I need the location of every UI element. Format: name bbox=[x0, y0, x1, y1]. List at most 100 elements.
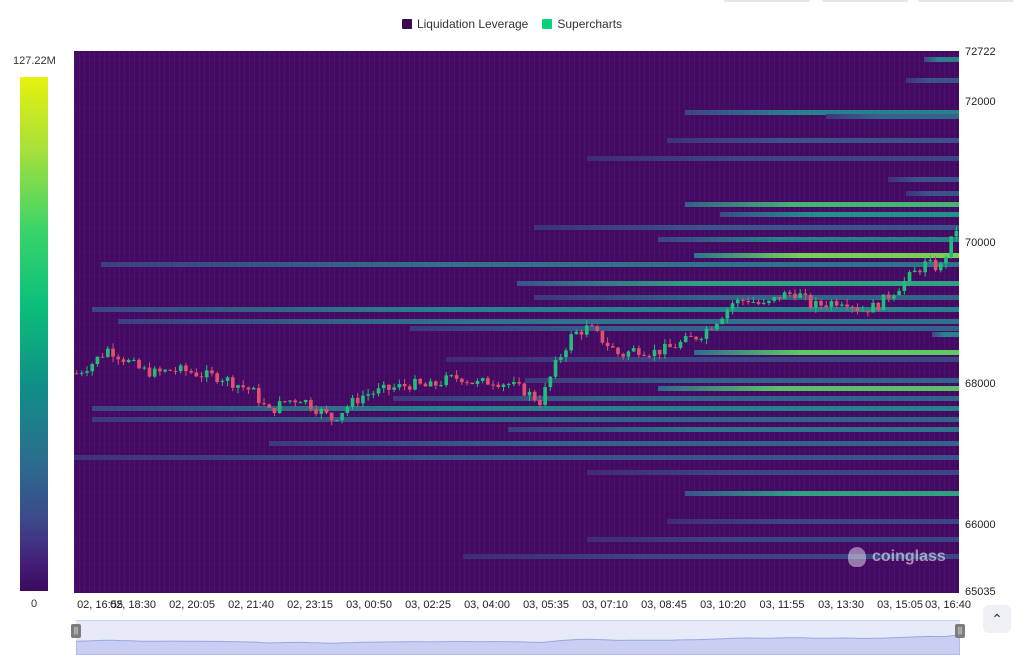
candle-body bbox=[480, 378, 485, 382]
navigator-left-handle[interactable]: || bbox=[71, 624, 81, 638]
candle-body bbox=[272, 407, 277, 413]
candle-body bbox=[704, 328, 709, 339]
y-tick-label: 72000 bbox=[965, 95, 996, 108]
candle-body bbox=[439, 384, 443, 386]
navigator-series bbox=[76, 634, 960, 655]
candle-body bbox=[283, 401, 287, 403]
candle-body bbox=[938, 263, 943, 271]
candle-body bbox=[194, 372, 199, 377]
candle-body bbox=[501, 384, 506, 388]
candle-body bbox=[663, 343, 667, 355]
liquidation-band bbox=[74, 455, 959, 461]
candle-body bbox=[355, 397, 360, 404]
y-tick-label: 70000 bbox=[965, 236, 996, 249]
x-tick-label: 03, 16:40 bbox=[925, 599, 971, 611]
liquidation-band bbox=[587, 469, 959, 475]
heatmap-plot-area[interactable] bbox=[74, 51, 959, 593]
candle-body bbox=[512, 381, 516, 385]
scroll-to-top-button[interactable]: ⌃ bbox=[983, 605, 1011, 633]
candle-body bbox=[787, 292, 792, 294]
candle-body bbox=[668, 343, 672, 348]
liquidation-band bbox=[525, 377, 959, 383]
candle-body bbox=[631, 348, 636, 352]
liquidation-band bbox=[684, 109, 959, 115]
candle-body bbox=[741, 299, 745, 301]
chevron-up-icon: ⌃ bbox=[991, 610, 1003, 627]
chart-legend: Liquidation Leverage Supercharts bbox=[0, 17, 1024, 31]
candle-body bbox=[871, 302, 875, 313]
candle-body bbox=[715, 323, 719, 330]
x-tick-label: 02, 20:05 bbox=[169, 599, 215, 611]
candle-body bbox=[584, 325, 589, 335]
legend-swatch bbox=[542, 19, 553, 29]
candle-body bbox=[460, 378, 464, 383]
candle-body bbox=[834, 301, 839, 306]
candle-body bbox=[793, 293, 797, 299]
candle-body bbox=[621, 353, 626, 357]
candle-body bbox=[142, 367, 147, 369]
candle-body bbox=[298, 402, 303, 404]
candle-body bbox=[569, 334, 573, 351]
candle-body bbox=[371, 393, 376, 395]
y-tick-label: 72722 bbox=[965, 46, 996, 58]
watermark-text: coinglass bbox=[872, 548, 946, 565]
legend-item-liquidation-leverage[interactable]: Liquidation Leverage bbox=[401, 17, 528, 31]
candle-body bbox=[449, 375, 454, 377]
candle-body bbox=[246, 387, 251, 390]
candle-body bbox=[673, 347, 678, 349]
x-tick-label: 03, 08:45 bbox=[641, 599, 687, 611]
y-tick-label: 65035 bbox=[965, 586, 996, 598]
candle-body bbox=[152, 368, 157, 377]
x-tick-label: 02, 18:30 bbox=[110, 599, 156, 611]
liquidation-band bbox=[91, 416, 959, 422]
candle-body bbox=[548, 376, 553, 388]
candle-body bbox=[730, 303, 735, 310]
candle-body bbox=[407, 386, 412, 390]
candle-body bbox=[433, 381, 438, 386]
candle-body bbox=[387, 384, 391, 390]
candle-body bbox=[845, 304, 849, 307]
candle-body bbox=[746, 300, 750, 303]
candle-body bbox=[876, 302, 881, 311]
candle-body bbox=[126, 360, 131, 363]
candle-body bbox=[735, 299, 740, 304]
candle-body bbox=[756, 301, 761, 304]
candle-body bbox=[944, 256, 948, 264]
candle-body bbox=[199, 376, 204, 378]
candle-body bbox=[517, 381, 521, 384]
candle-body bbox=[184, 365, 188, 372]
legend-label: Supercharts bbox=[557, 17, 623, 31]
candle-body bbox=[350, 397, 355, 407]
candle-body bbox=[918, 270, 922, 273]
candle-body bbox=[678, 341, 683, 348]
colorbar-max-label: 127.22M bbox=[13, 55, 56, 67]
candle-body bbox=[600, 330, 605, 343]
navigator-right-handle[interactable]: || bbox=[955, 624, 965, 638]
candle-body bbox=[256, 387, 261, 404]
candle-body bbox=[277, 401, 282, 413]
candle-body bbox=[590, 325, 594, 327]
liquidation-band bbox=[666, 518, 959, 524]
candle-body bbox=[751, 301, 756, 303]
legend-item-supercharts[interactable]: Supercharts bbox=[542, 17, 622, 31]
liquidation-band bbox=[91, 406, 959, 412]
candle-body bbox=[642, 354, 646, 356]
candle-body bbox=[116, 356, 121, 360]
candle-body bbox=[444, 375, 449, 385]
candle-body bbox=[428, 381, 433, 387]
candle-body bbox=[397, 384, 402, 388]
candle-body bbox=[158, 368, 162, 372]
x-tick-label: 03, 04:00 bbox=[464, 599, 510, 611]
navigator[interactable] bbox=[76, 620, 960, 655]
candle-body bbox=[610, 346, 615, 348]
candle-body bbox=[106, 348, 110, 357]
liquidation-band bbox=[534, 294, 959, 300]
candle-body bbox=[954, 230, 959, 237]
candle-body bbox=[496, 384, 501, 388]
candle-body bbox=[241, 385, 246, 388]
candle-body bbox=[553, 359, 558, 377]
liquidation-band bbox=[587, 155, 959, 161]
candle-body bbox=[90, 364, 95, 372]
candle-body bbox=[522, 383, 527, 396]
colorbar[interactable] bbox=[20, 77, 48, 591]
